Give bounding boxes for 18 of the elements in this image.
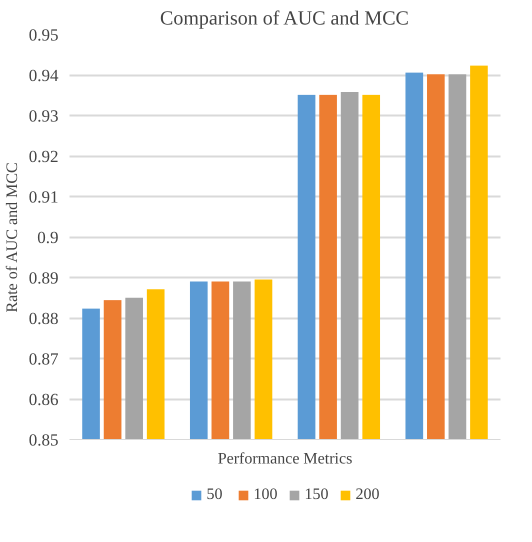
y-tick-label: 0.94 bbox=[28, 66, 59, 85]
x-axis-title: Performance Metrics bbox=[218, 450, 352, 468]
y-tick-label: 0.88 bbox=[28, 309, 58, 328]
y-axis-title: Rate of AUC and MCC bbox=[4, 162, 21, 313]
legend-label: 150 bbox=[304, 486, 328, 504]
y-tick-label: 0.95 bbox=[28, 26, 58, 44]
y-tick-label: 0.89 bbox=[28, 268, 58, 288]
legend-label: 100 bbox=[254, 486, 278, 504]
chart-title: Comparison of AUC and MCC bbox=[160, 8, 409, 30]
legend-label: 200 bbox=[356, 486, 380, 504]
y-tick-label: 0.92 bbox=[28, 147, 58, 166]
legend-label: 50 bbox=[206, 486, 224, 504]
y-tick-label: 0.91 bbox=[28, 188, 58, 206]
y-tick-label: 0.87 bbox=[28, 350, 59, 368]
y-tick-label: 0.85 bbox=[28, 430, 58, 450]
y-tick-label: 0.86 bbox=[28, 390, 58, 409]
y-tick-label: 0.93 bbox=[28, 106, 58, 126]
y-tick-label: 0.9 bbox=[37, 228, 58, 247]
